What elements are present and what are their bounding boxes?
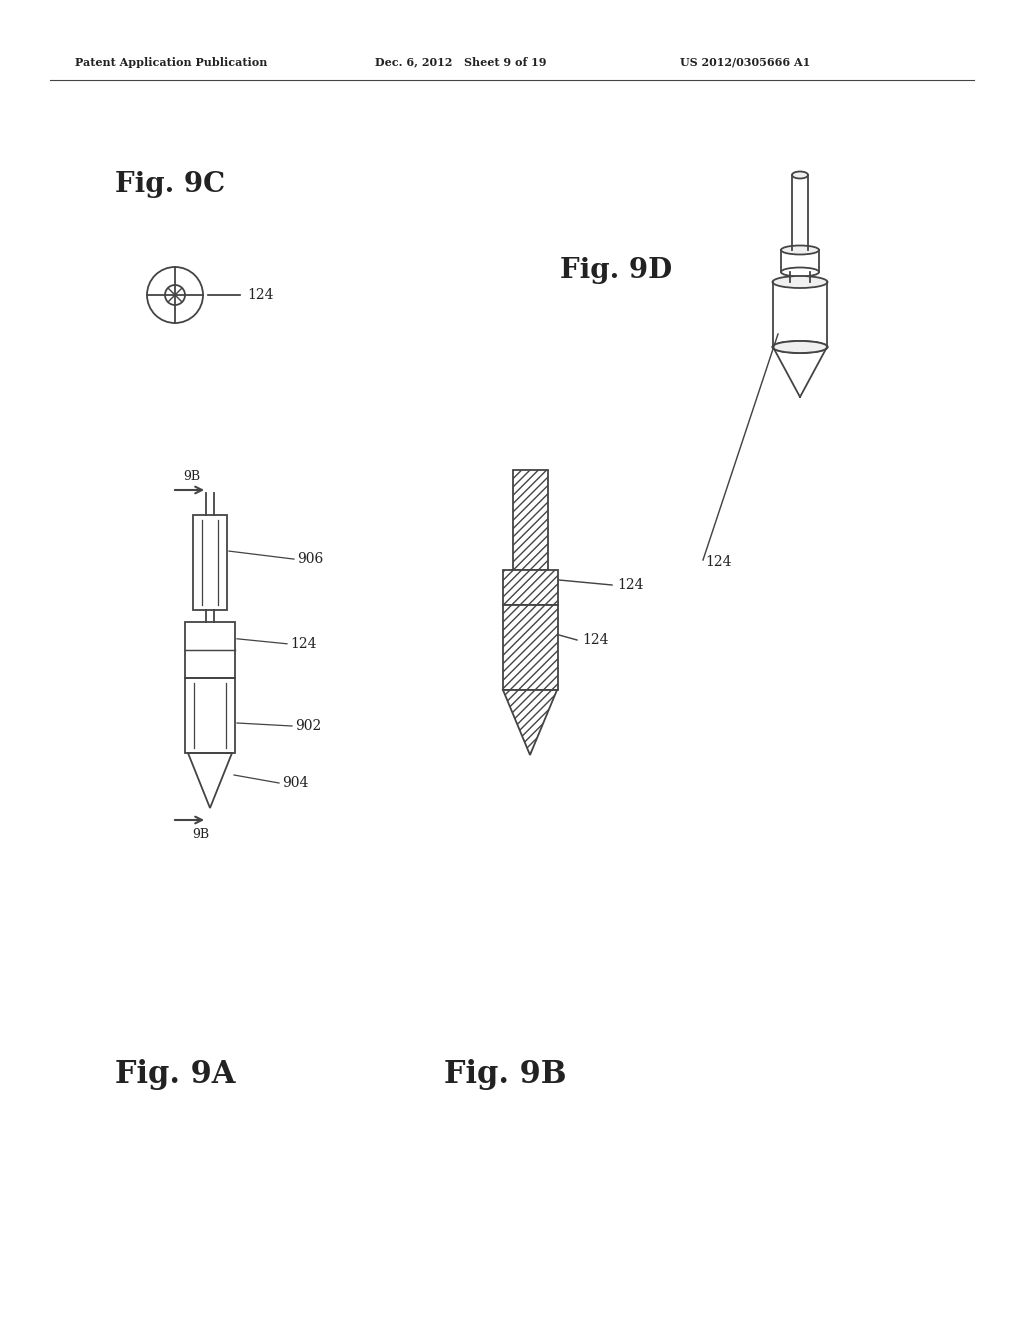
Bar bbox=[193, 515, 227, 610]
Bar bbox=[513, 470, 548, 570]
Text: Patent Application Publication: Patent Application Publication bbox=[75, 57, 267, 67]
Bar bbox=[185, 678, 234, 752]
Text: Fig. 9B: Fig. 9B bbox=[443, 1060, 566, 1090]
Bar bbox=[185, 622, 234, 678]
Ellipse shape bbox=[772, 341, 827, 352]
Text: 124: 124 bbox=[582, 634, 608, 647]
Text: 124: 124 bbox=[290, 636, 316, 651]
Ellipse shape bbox=[792, 172, 808, 178]
Text: 124: 124 bbox=[247, 288, 273, 302]
Text: 902: 902 bbox=[295, 719, 322, 733]
Text: 124: 124 bbox=[617, 578, 643, 591]
Text: US 2012/0305666 A1: US 2012/0305666 A1 bbox=[680, 57, 810, 67]
Ellipse shape bbox=[781, 246, 819, 255]
Bar bbox=[503, 570, 558, 605]
Text: Fig. 9D: Fig. 9D bbox=[560, 256, 672, 284]
Polygon shape bbox=[503, 690, 557, 755]
Text: Fig. 9C: Fig. 9C bbox=[115, 172, 225, 198]
Text: 906: 906 bbox=[297, 552, 324, 566]
Text: 9B: 9B bbox=[183, 470, 200, 483]
Text: 124: 124 bbox=[705, 554, 731, 569]
Text: Dec. 6, 2012   Sheet 9 of 19: Dec. 6, 2012 Sheet 9 of 19 bbox=[375, 57, 547, 67]
Text: 9B: 9B bbox=[193, 829, 209, 842]
Text: 904: 904 bbox=[282, 776, 308, 789]
Bar bbox=[503, 605, 558, 690]
Ellipse shape bbox=[772, 276, 827, 288]
Text: Fig. 9A: Fig. 9A bbox=[115, 1060, 236, 1090]
